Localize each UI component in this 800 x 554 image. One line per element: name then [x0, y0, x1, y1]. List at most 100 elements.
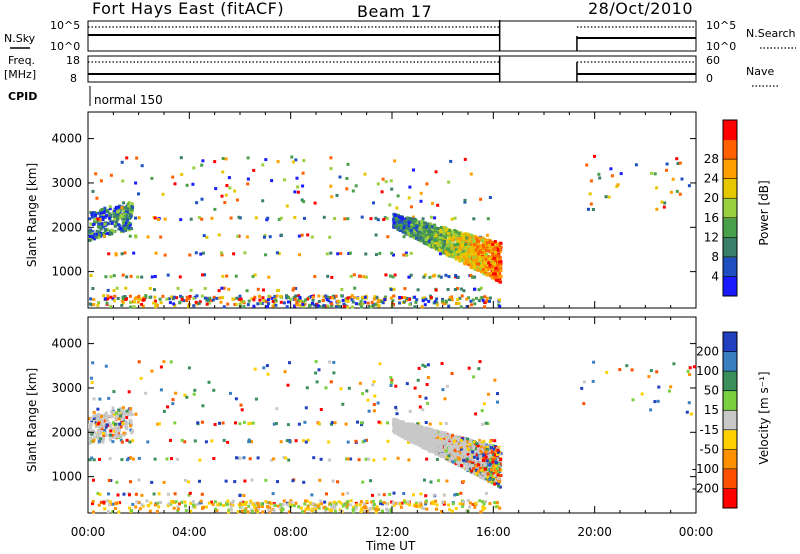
range-cell — [226, 499, 230, 503]
range-cell — [490, 249, 494, 253]
range-cell — [101, 414, 105, 418]
range-cell — [92, 414, 96, 418]
range-cell — [100, 415, 103, 419]
range-cell — [188, 295, 192, 298]
range-cell — [493, 272, 497, 276]
range-cell — [220, 251, 223, 255]
range-cell — [122, 209, 126, 213]
range-cell — [450, 509, 454, 513]
range-cell — [437, 437, 440, 441]
range-cell — [115, 417, 119, 420]
range-cell — [88, 235, 92, 238]
range-cell — [90, 215, 94, 219]
range-cell — [607, 195, 611, 199]
range-cell — [136, 275, 140, 279]
range-cell — [265, 505, 269, 508]
range-cell — [289, 297, 292, 301]
range-cell — [458, 252, 462, 256]
range-cell — [100, 430, 104, 434]
range-cell — [405, 501, 409, 505]
range-cell — [426, 445, 430, 449]
range-cell — [297, 294, 301, 298]
range-cell — [475, 464, 478, 468]
range-cell — [337, 305, 341, 309]
range-cell — [433, 226, 437, 230]
range-cell — [488, 196, 492, 199]
range-cell — [110, 228, 114, 232]
range-cell — [460, 294, 464, 298]
range-cell — [141, 296, 145, 300]
range-cell — [199, 252, 203, 256]
range-cell — [197, 301, 201, 305]
range-cell — [111, 502, 115, 506]
range-cell — [140, 302, 144, 306]
range-cell — [302, 159, 306, 163]
range-cell — [130, 509, 134, 512]
nave-label: Nave — [746, 65, 774, 78]
range-cell — [372, 503, 376, 506]
range-cell — [482, 261, 485, 265]
noise-tick-top-left: 10^5 — [50, 19, 80, 32]
range-cell — [485, 461, 489, 465]
range-cell — [378, 251, 382, 255]
range-cell — [248, 501, 252, 505]
range-cell — [498, 265, 502, 268]
range-cell — [469, 460, 473, 464]
range-cell — [493, 455, 497, 459]
ytick-label: 3000 — [51, 176, 82, 190]
range-cell — [448, 443, 451, 447]
range-cell — [112, 429, 116, 433]
range-cell — [432, 235, 436, 239]
range-cell — [480, 263, 484, 267]
range-cell — [215, 296, 219, 300]
range-cell — [103, 209, 106, 213]
range-cell — [228, 186, 232, 190]
range-cell — [207, 501, 211, 505]
range-cell — [322, 295, 326, 299]
range-cell — [593, 154, 596, 158]
range-cell — [467, 249, 471, 253]
range-cell — [129, 480, 132, 484]
range-cell — [391, 501, 395, 505]
range-cell — [440, 248, 444, 252]
range-cell — [194, 300, 198, 304]
range-cell — [415, 220, 419, 224]
range-cell — [479, 257, 482, 261]
range-cell — [102, 210, 106, 214]
range-cell — [307, 304, 311, 308]
range-cell — [403, 296, 407, 299]
range-cell — [112, 274, 116, 278]
range-cell — [106, 228, 109, 232]
range-cell — [495, 260, 499, 264]
range-cell — [113, 436, 116, 440]
range-cell — [427, 299, 431, 303]
range-cell — [441, 229, 445, 233]
range-cell — [391, 275, 395, 279]
range-cell — [349, 499, 353, 503]
range-cell — [148, 295, 152, 299]
ytick-label: 4000 — [51, 132, 82, 146]
range-cell — [270, 458, 274, 462]
range-cell — [330, 275, 334, 279]
range-cell — [491, 246, 495, 250]
range-cell — [478, 256, 482, 259]
range-cell — [412, 493, 415, 497]
range-cell — [364, 275, 368, 279]
range-cell — [101, 215, 105, 219]
range-cell — [291, 479, 295, 483]
range-cell — [425, 241, 429, 245]
range-cell — [470, 455, 474, 459]
range-cell — [463, 200, 467, 204]
range-cell — [214, 507, 217, 511]
range-cell — [98, 215, 102, 219]
range-cell — [201, 251, 205, 255]
range-cell — [271, 300, 275, 303]
range-cell — [127, 221, 131, 225]
range-cell — [304, 507, 308, 511]
range-cell — [275, 422, 278, 425]
range-cell — [108, 457, 112, 461]
range-cell — [413, 295, 417, 299]
range-cell — [395, 206, 399, 210]
range-cell — [472, 261, 476, 265]
range-cell — [484, 500, 487, 503]
